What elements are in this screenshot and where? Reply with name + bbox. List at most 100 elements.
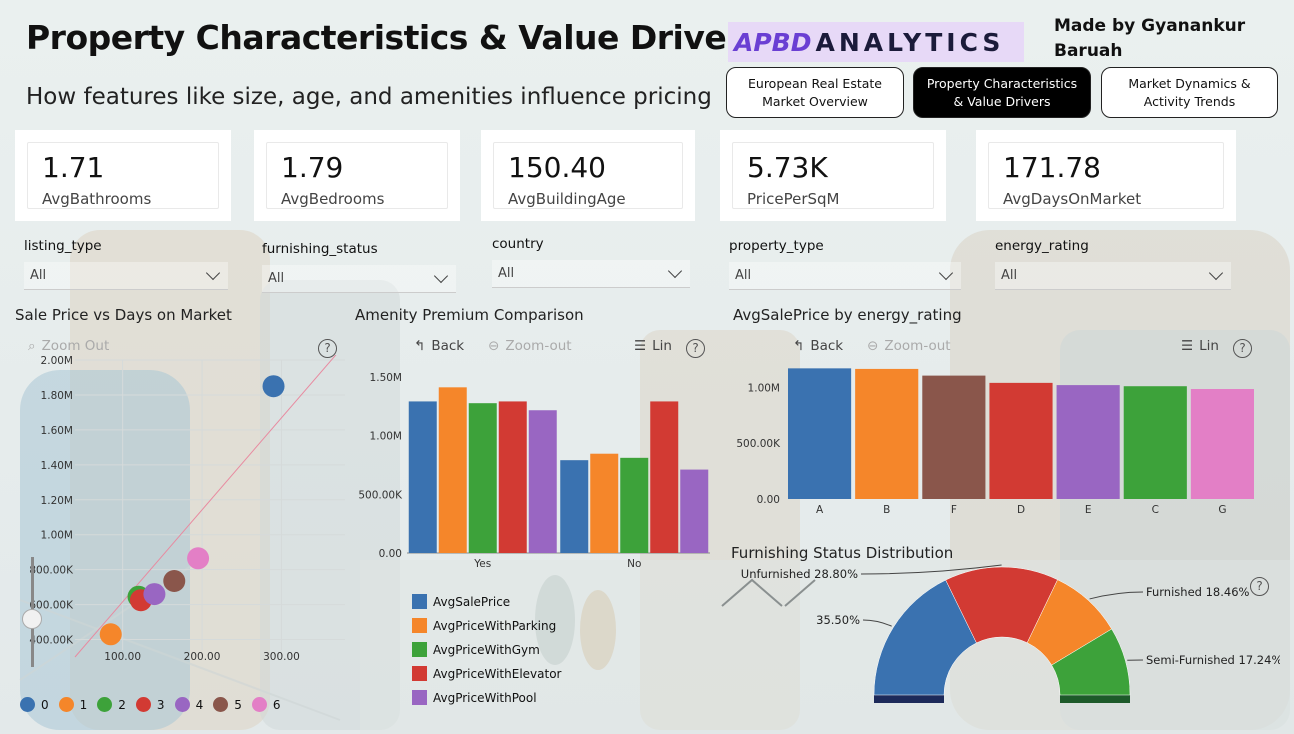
bar-AvgSalePrice <box>408 401 437 553</box>
legend-item[interactable]: 0 <box>20 697 49 712</box>
back-arrow-icon[interactable]: ↰ <box>414 338 426 354</box>
amenity-chart-title: Amenity Premium Comparison <box>355 306 584 324</box>
slicer-value: All <box>30 268 47 283</box>
legend-marker <box>251 697 267 712</box>
trend-line <box>74 355 337 658</box>
zoom-out-label[interactable]: Zoom Out <box>41 338 110 354</box>
slicer-property-type: property_type All <box>729 238 961 290</box>
x-tick-label: G <box>1218 504 1226 516</box>
amenity-help-icon[interactable]: ? <box>686 339 705 358</box>
leader-line <box>862 619 892 627</box>
zoom-out-button[interactable]: Zoom-out <box>884 338 951 354</box>
gauge-base-left <box>874 695 944 703</box>
scatter-point-4 <box>143 583 166 606</box>
listing-type-dropdown[interactable]: All <box>24 262 228 290</box>
x-tick-label: F <box>951 504 957 516</box>
legend-item[interactable]: AvgPriceWithPool <box>412 690 561 705</box>
energy-toolbar: ↰ Back ⊖ Zoom-out <box>793 338 951 354</box>
legend-item[interactable]: 5 <box>213 697 242 712</box>
energy-scale-toggle[interactable]: ☰ Lin <box>1181 338 1219 354</box>
scatter-chart[interactable]: 400.00K 600.00K 800.00K 1.00M 1.20M 1.40M 1.60… <box>15 355 350 670</box>
slice-label: 35.50% <box>816 613 860 627</box>
logo-text: ANALYTICS <box>815 27 1005 57</box>
x-tick-label: D <box>1017 504 1025 516</box>
zoom-out-icon[interactable]: ⌕ <box>28 338 36 354</box>
legend-item[interactable]: 1 <box>58 697 87 712</box>
country-dropdown[interactable]: All <box>492 260 690 288</box>
chevron-down-icon <box>205 265 221 281</box>
y-tick-label: 0.00 <box>379 548 402 560</box>
y-tick-label: 1.50M <box>370 372 402 384</box>
slicer-label: property_type <box>729 238 824 254</box>
x-tick-label: 300.00 <box>263 651 300 663</box>
slicer-value: All <box>498 266 515 281</box>
legend-marker <box>412 642 427 657</box>
bar-AvgPriceWithParking <box>590 453 619 553</box>
zoom-out-icon[interactable]: ⊖ <box>488 338 500 354</box>
legend-item[interactable]: 4 <box>174 697 203 712</box>
energy-chart-title: AvgSalePrice by energy_rating <box>733 306 962 324</box>
list-icon: ☰ <box>1181 338 1194 354</box>
scatter-point-1 <box>99 623 122 646</box>
legend-item[interactable]: 6 <box>251 697 280 712</box>
slicer-label: listing_type <box>24 238 102 254</box>
property-type-dropdown[interactable]: All <box>729 262 961 290</box>
energy-help-icon[interactable]: ? <box>1233 339 1252 358</box>
amenity-legend: AvgSalePrice AvgPriceWithParking AvgPriceW… <box>412 594 561 705</box>
y-tick-label: 600.00K <box>29 600 74 612</box>
slicer-value: All <box>1001 268 1018 283</box>
y-tick-label: 1.60M <box>41 425 73 437</box>
bar-AvgPriceWithElevator <box>650 401 679 553</box>
legend-label: AvgPriceWithParking <box>433 618 557 633</box>
legend-item[interactable]: AvgPriceWithGym <box>412 642 561 657</box>
furnishing-gauge-chart[interactable]: 35.50% Unfurnished 28.80% Furnished 18.46%… <box>740 560 1280 730</box>
zoom-slider-handle[interactable] <box>22 609 42 629</box>
slicer-country: country All <box>492 236 690 288</box>
furnishing-help-icon[interactable]: ? <box>1250 577 1269 596</box>
chevron-down-icon <box>938 265 954 281</box>
nav-market-overview[interactable]: European Real Estate Market Overview <box>726 67 904 118</box>
furnishing-status-dropdown[interactable]: All <box>262 265 456 293</box>
legend-item[interactable]: AvgPriceWithParking <box>412 618 561 633</box>
x-tick-label: B <box>883 504 890 516</box>
amenity-scale-toggle[interactable]: ☰ Lin <box>634 338 672 354</box>
legend-item[interactable]: 2 <box>97 697 126 712</box>
legend-item[interactable]: AvgPriceWithElevator <box>412 666 561 681</box>
back-arrow-icon[interactable]: ↰ <box>793 338 805 354</box>
legend-label: AvgSalePrice <box>433 594 511 609</box>
legend-marker <box>97 697 113 712</box>
leader-line <box>1089 591 1144 600</box>
legend-item[interactable]: AvgSalePrice <box>412 594 561 609</box>
amenity-bar-chart[interactable]: 0.00 500.00K 1.00M 1.50M Yes No <box>355 360 720 575</box>
chevron-down-icon <box>1208 265 1224 281</box>
back-button[interactable]: Back <box>810 338 844 354</box>
leader-line <box>860 564 1002 575</box>
kpi-label: AvgBedrooms <box>281 190 385 208</box>
kpi-value: 1.79 <box>281 151 344 184</box>
legend-marker <box>412 666 427 681</box>
kpi-value: 5.73K <box>747 151 828 184</box>
furnishing-chart-title: Furnishing Status Distribution <box>731 544 954 562</box>
bar-A <box>788 368 852 499</box>
scatter-help-icon[interactable]: ? <box>318 339 337 358</box>
legend-marker <box>412 618 427 633</box>
nav-market-dynamics[interactable]: Market Dynamics & Activity Trends <box>1101 67 1278 118</box>
author-credit: Made by Gyanankur Baruah <box>1054 16 1246 61</box>
nav-label: European Real Estate Market Overview <box>748 75 882 109</box>
y-tick-label: 1.20M <box>41 495 73 507</box>
zoom-out-button[interactable]: Zoom-out <box>505 338 572 354</box>
x-tick-label: C <box>1152 504 1159 516</box>
energy-rating-dropdown[interactable]: All <box>995 262 1231 290</box>
bar-AvgPriceWithParking <box>438 387 467 553</box>
amenity-toolbar: ↰ Back ⊖ Zoom-out <box>414 338 572 354</box>
back-button[interactable]: Back <box>431 338 465 354</box>
kpi-card-avg-building-age: 150.40 AvgBuildingAge <box>481 130 695 221</box>
kpi-card-avg-bedrooms: 1.79 AvgBedrooms <box>254 130 460 221</box>
legend-marker <box>135 697 151 712</box>
chevron-down-icon <box>667 263 683 279</box>
energy-bar-chart[interactable]: 0.00 500.00K 1.00M A B F D E C G <box>733 360 1268 520</box>
y-tick-label: 400.00K <box>29 635 74 647</box>
legend-item[interactable]: 3 <box>135 697 165 712</box>
nav-property-characteristics[interactable]: Property Characteristics & Value Drivers <box>913 67 1091 118</box>
zoom-out-icon[interactable]: ⊖ <box>867 338 879 354</box>
